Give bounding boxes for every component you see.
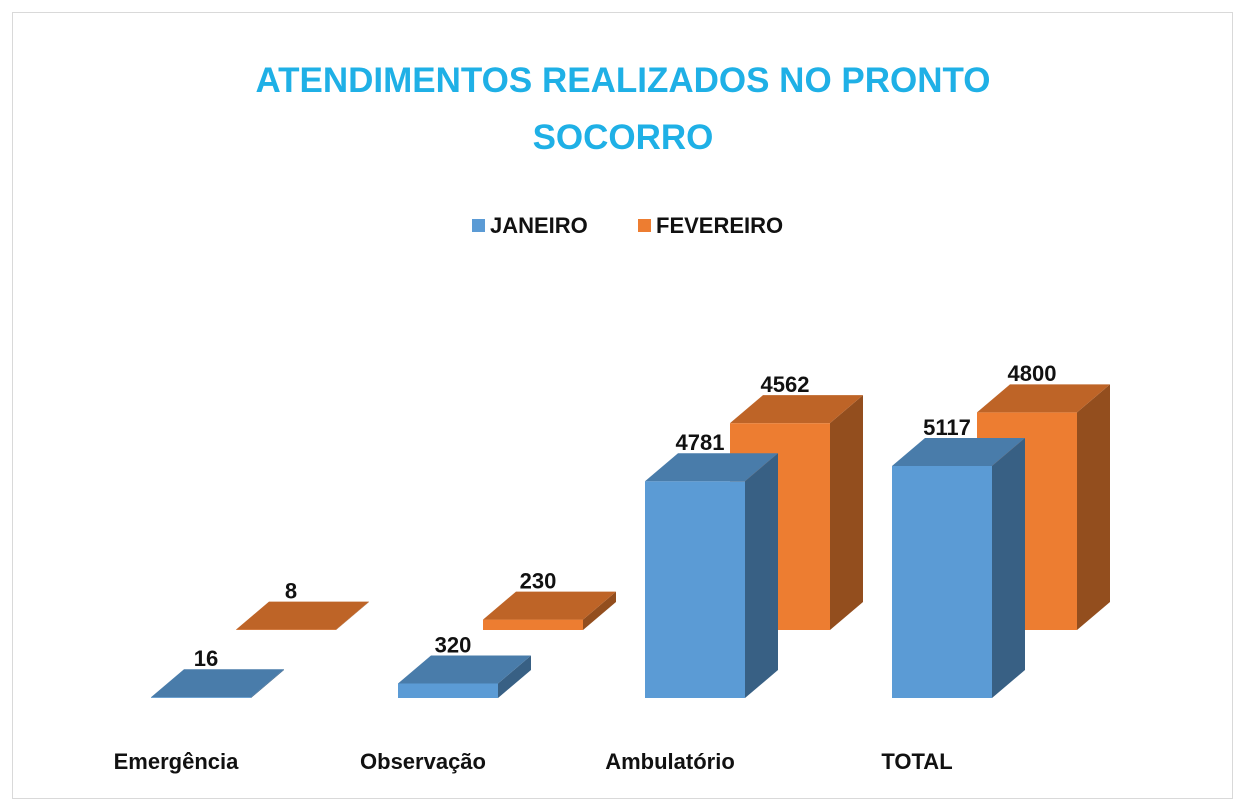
bar-side <box>830 395 863 630</box>
bar-top <box>151 669 284 698</box>
chart-frame <box>12 12 1233 799</box>
data-label: 4800 <box>1008 361 1057 386</box>
bar-top <box>236 601 369 630</box>
legend-label: JANEIRO <box>490 213 588 238</box>
bar-side <box>1077 384 1110 630</box>
bar-top <box>398 655 531 684</box>
bar-top <box>730 395 863 424</box>
legend-swatch <box>472 219 485 232</box>
bar-top <box>645 453 778 482</box>
chart-title: ATENDIMENTOS REALIZADOS NO PRONTO SOCORR… <box>255 61 991 157</box>
x-tick-label: Ambulatório <box>605 749 735 774</box>
x-tick-label: Observação <box>360 749 486 774</box>
bar-front <box>892 466 992 698</box>
x-tick-label: TOTAL <box>881 749 952 774</box>
data-label: 5117 <box>923 415 971 440</box>
bar-side <box>336 601 369 630</box>
bar-front <box>483 619 583 630</box>
bar-top <box>483 591 616 620</box>
data-label: 4562 <box>761 372 810 397</box>
bar-top <box>977 384 1110 413</box>
data-label: 320 <box>435 632 472 657</box>
data-label: 230 <box>520 568 557 593</box>
bar-front <box>645 481 745 698</box>
bar-top <box>892 438 1025 466</box>
legend-swatch <box>638 219 651 232</box>
bar-side <box>251 669 284 698</box>
bar-side <box>583 591 616 630</box>
x-tick-label: Emergência <box>114 749 239 774</box>
bar-front <box>151 697 251 698</box>
bar-side <box>498 655 531 698</box>
data-label: 16 <box>194 646 218 671</box>
bar-side <box>745 453 778 698</box>
bar-front <box>398 683 498 698</box>
bar-side <box>992 438 1025 698</box>
data-label: 4781 <box>676 430 725 455</box>
data-label: 8 <box>285 578 297 603</box>
legend-label: FEVEREIRO <box>656 213 783 238</box>
